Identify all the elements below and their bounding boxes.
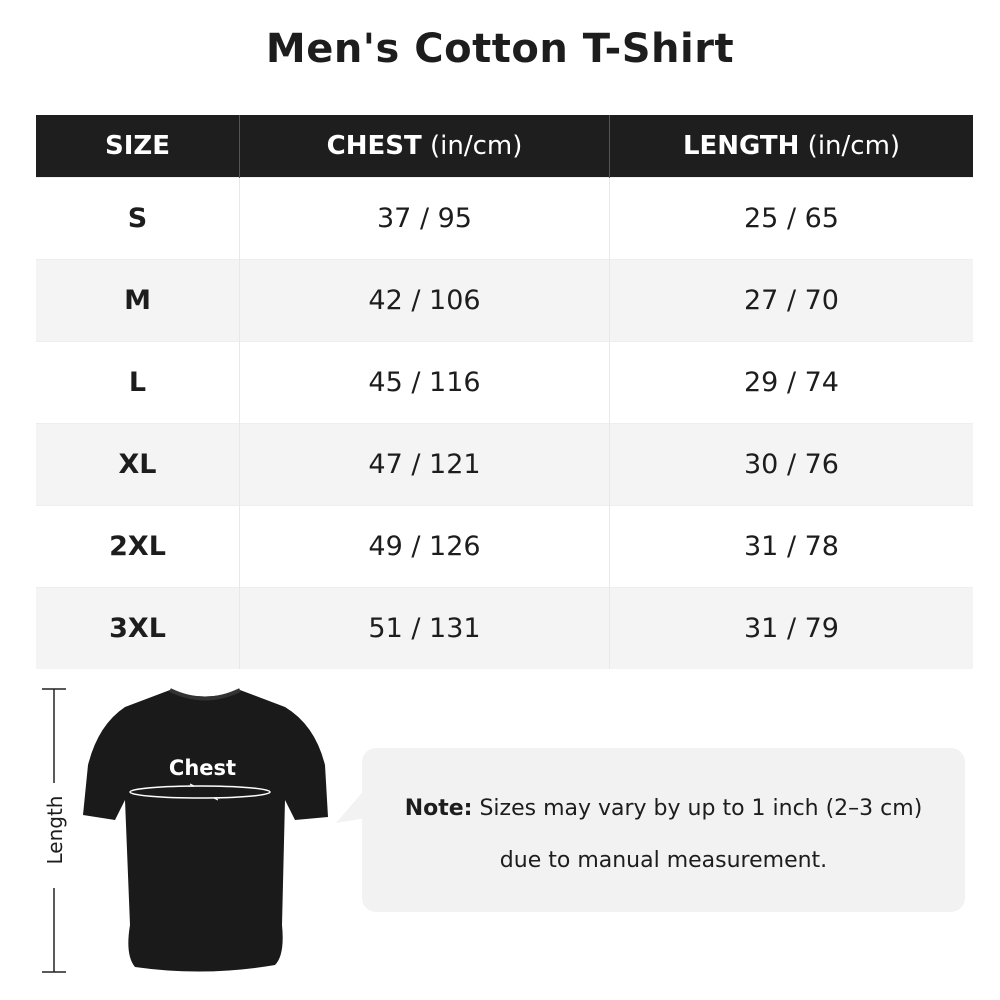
t-shirt-image [83,688,328,972]
table-row: M 42 / 106 27 / 70 [36,259,973,342]
size-cell: 2XL [36,505,240,588]
chest-cell: 42 / 106 [239,259,610,342]
table-row: 2XL 49 / 126 31 / 78 [36,505,973,588]
table-row: L 45 / 116 29 / 74 [36,341,973,424]
chest-cell: 51 / 131 [239,587,610,669]
table-row: XL 47 / 121 30 / 76 [36,423,973,506]
chest-label: Chest [168,756,237,780]
length-label: Length [43,795,67,865]
size-table: SIZE CHEST (in/cm) LENGTH (in/cm) S 37 / 95… [36,115,973,669]
length-cell: 25 / 65 [609,177,973,260]
length-cell: 31 / 78 [609,505,973,588]
note-bubble-tail [336,788,366,823]
note-line-2: due to manual measurement. [499,848,828,873]
size-cell: M [36,259,240,342]
note-box: Note: Sizes may vary by up to 1 inch (2–… [362,748,965,912]
table-row: 3XL 51 / 131 31 / 79 [36,587,973,669]
column-header: CHEST (in/cm) [239,115,610,178]
length-cell: 31 / 79 [609,587,973,669]
length-cell: 29 / 74 [609,341,973,424]
chest-cell: 45 / 116 [239,341,610,424]
page-title: Men's Cotton T-Shirt [265,26,735,72]
note-prefix: Note: [404,796,473,821]
size-cell: L [36,341,240,424]
length-ruler [42,688,66,973]
length-cell: 27 / 70 [609,259,973,342]
size-cell: S [36,177,240,260]
size-cell: 3XL [36,587,240,669]
chest-cell: 49 / 126 [239,505,610,588]
chest-cell: 37 / 95 [239,177,610,260]
size-cell: XL [36,423,240,506]
table-row: S 37 / 95 25 / 65 [36,177,973,260]
length-cell: 30 / 76 [609,423,973,506]
column-header: SIZE [36,115,240,178]
chest-cell: 47 / 121 [239,423,610,506]
column-header: LENGTH (in/cm) [609,115,973,178]
note-line-1: Note: Sizes may vary by up to 1 inch (2–… [404,796,923,821]
